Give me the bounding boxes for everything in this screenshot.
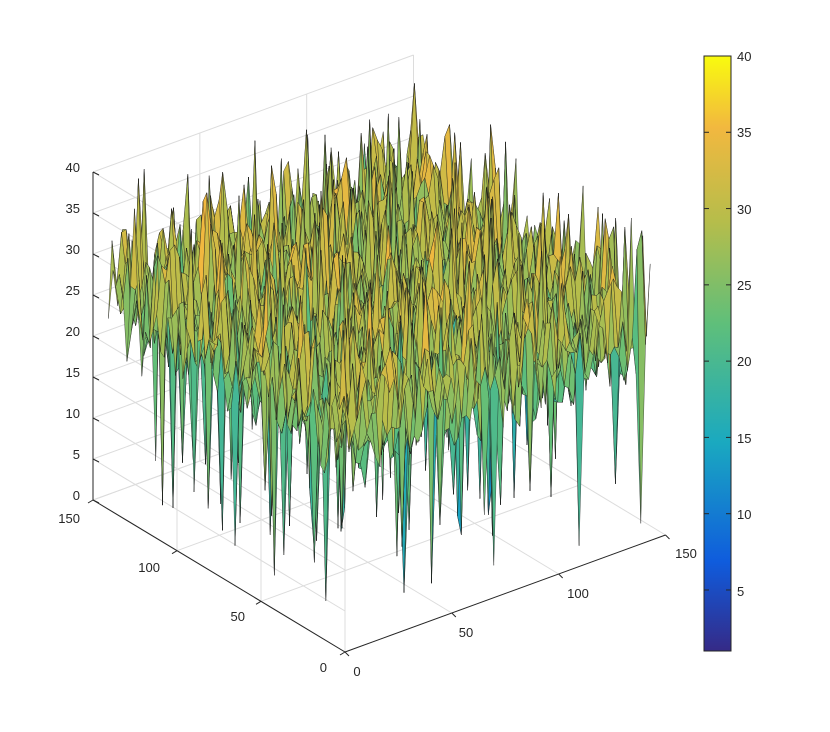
y-axis-line xyxy=(92,499,346,653)
z-tick-label: 0 xyxy=(73,488,80,503)
x-tick-mark xyxy=(451,612,457,618)
wall-grid-line xyxy=(92,458,346,612)
surface-plot xyxy=(108,83,651,601)
y-tick-mark xyxy=(339,651,346,656)
x-tick-label: 100 xyxy=(567,586,589,601)
y-tick-mark xyxy=(87,499,94,504)
colorbar-tick-label: 40 xyxy=(737,49,751,64)
z-tick-mark xyxy=(92,417,100,422)
y-tick-label: 150 xyxy=(58,511,80,526)
y-axis-ticks: 150 100 50 0 xyxy=(58,511,327,675)
colorbar-tick-label: 5 xyxy=(737,584,744,599)
z-tick-mark xyxy=(92,376,100,381)
x-axis-ticks: 0 50 100 150 xyxy=(353,546,696,679)
colorbar-gradient xyxy=(703,55,732,652)
y-tick-label: 50 xyxy=(231,609,245,624)
x-tick-label: 150 xyxy=(675,546,697,561)
x-tick-mark xyxy=(344,651,350,657)
colorbar-tick-label: 10 xyxy=(737,507,751,522)
z-axis-ticks: 0 5 10 15 20 25 30 35 40 xyxy=(66,160,80,503)
z-tick-mark xyxy=(92,499,100,504)
x-tick-label: 0 xyxy=(353,664,360,679)
z-tick-label: 5 xyxy=(73,447,80,462)
x-tick-mark xyxy=(558,573,564,579)
floor-grid-line xyxy=(260,483,582,602)
z-tick-mark xyxy=(92,171,100,176)
colorbar-ticks xyxy=(704,55,731,591)
surface-patch xyxy=(641,230,651,345)
wall-grid-line xyxy=(92,417,346,571)
z-tick-label: 10 xyxy=(66,406,80,421)
colorbar-tick-label: 35 xyxy=(737,125,751,140)
axes xyxy=(87,171,670,657)
z-tick-mark xyxy=(92,253,100,258)
colorbar-tick-label: 20 xyxy=(737,354,751,369)
z-tick-label: 30 xyxy=(66,242,80,257)
x-tick-label: 50 xyxy=(459,625,473,640)
z-tick-label: 15 xyxy=(66,365,80,380)
y-tick-label: 0 xyxy=(320,660,327,675)
z-tick-mark xyxy=(92,294,100,299)
wall-grid-line xyxy=(92,95,414,214)
y-tick-label: 100 xyxy=(138,560,160,575)
y-tick-mark xyxy=(171,550,178,555)
colorbar: 40 35 30 25 20 15 10 5 xyxy=(703,49,751,652)
x-axis-line xyxy=(344,534,666,653)
z-tick-label: 40 xyxy=(66,160,80,175)
wall-grid-line xyxy=(92,54,414,173)
z-tick-mark xyxy=(92,212,100,217)
x-tick-mark xyxy=(665,534,670,540)
colorbar-tick-label: 30 xyxy=(737,202,751,217)
z-tick-label: 35 xyxy=(66,201,80,216)
y-tick-mark xyxy=(255,600,262,605)
z-tick-label: 20 xyxy=(66,324,80,339)
colorbar-tick-label: 25 xyxy=(737,278,751,293)
colorbar-tick-label: 15 xyxy=(737,431,751,446)
z-tick-label: 25 xyxy=(66,283,80,298)
z-tick-mark xyxy=(92,458,100,463)
z-tick-mark xyxy=(92,335,100,340)
